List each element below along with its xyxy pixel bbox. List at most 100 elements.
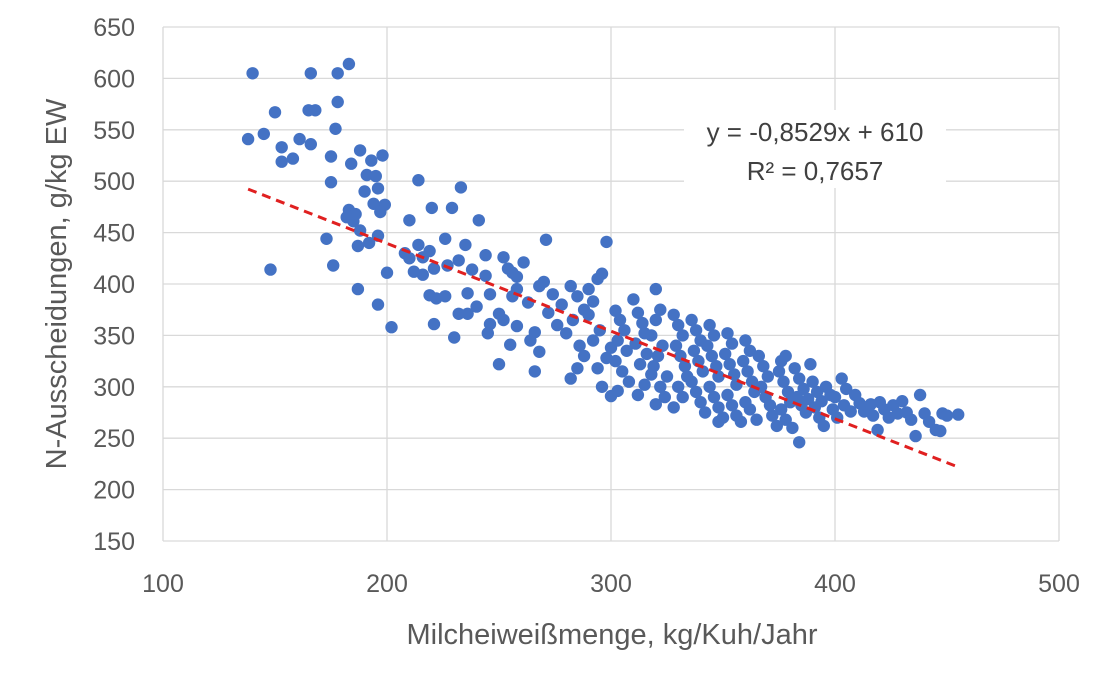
data-point: [669, 339, 683, 352]
data-point: [745, 375, 759, 388]
data-point: [788, 362, 801, 375]
data-point: [367, 197, 380, 210]
y-tick-label: 250: [93, 425, 135, 453]
data-point: [425, 201, 438, 215]
data-point: [528, 365, 541, 378]
data-point: [430, 292, 443, 305]
data-point: [631, 306, 645, 319]
data-point: [427, 317, 441, 331]
x-tick-label: 400: [814, 570, 856, 598]
data-point: [909, 429, 922, 443]
data-point: [707, 390, 721, 404]
data-point: [365, 154, 378, 167]
data-point: [723, 358, 736, 371]
data-point: [595, 380, 609, 393]
data-point: [560, 327, 573, 340]
data-point: [324, 176, 338, 189]
data-point: [342, 57, 356, 71]
data-point: [654, 380, 667, 393]
data-point: [510, 270, 524, 283]
data-point: [705, 349, 718, 363]
data-point: [371, 298, 385, 311]
data-point: [497, 313, 510, 327]
data-point: [689, 385, 703, 399]
data-point: [696, 365, 709, 378]
data-point: [374, 205, 387, 219]
data-point: [678, 360, 692, 373]
data-point: [750, 413, 763, 426]
data-point: [546, 288, 559, 301]
data-point: [620, 344, 633, 357]
data-point: [712, 401, 725, 414]
data-point: [528, 326, 541, 339]
data-point: [952, 408, 965, 421]
data-point: [573, 339, 586, 352]
data-point: [672, 318, 685, 332]
data-point: [712, 415, 725, 428]
data-point: [571, 290, 584, 303]
data-point: [891, 407, 904, 420]
data-point: [582, 282, 595, 296]
data-point: [362, 236, 376, 250]
data-point: [737, 354, 750, 368]
y-tick-label: 550: [93, 117, 135, 145]
data-point: [763, 399, 777, 412]
data-point: [324, 150, 338, 163]
y-tick-label: 500: [93, 168, 135, 196]
data-point: [687, 344, 701, 357]
data-point: [676, 329, 689, 342]
data-point: [777, 375, 790, 388]
data-point: [710, 360, 723, 373]
data-point: [694, 396, 707, 409]
data-point: [633, 358, 647, 371]
data-point: [452, 254, 465, 267]
data-point: [371, 182, 385, 195]
data-point: [761, 370, 774, 383]
data-point: [719, 347, 732, 361]
data-point: [611, 334, 624, 347]
data-point: [647, 360, 660, 373]
data-point: [638, 378, 651, 391]
data-point: [479, 249, 492, 262]
data-point: [840, 382, 853, 396]
trendline: [247, 187, 961, 470]
data-point: [385, 321, 398, 334]
data-point: [667, 308, 680, 321]
data-point: [613, 313, 627, 327]
data-point: [685, 375, 698, 388]
data-point: [510, 282, 524, 296]
data-point: [427, 262, 441, 275]
data-point: [595, 267, 609, 280]
data-point: [616, 365, 629, 378]
data-point: [327, 259, 340, 272]
data-point: [571, 362, 584, 375]
y-tick-label: 600: [93, 65, 135, 93]
data-point: [707, 329, 721, 342]
data-point: [701, 339, 714, 352]
data-point: [459, 238, 472, 252]
data-point: [591, 362, 604, 375]
data-point: [779, 413, 792, 426]
data-point: [304, 67, 317, 80]
data-point: [452, 307, 465, 320]
data-point: [703, 380, 716, 393]
data-point: [631, 388, 645, 402]
data-point: [766, 409, 779, 422]
data-point: [586, 295, 600, 308]
data-point: [448, 331, 461, 344]
data-point: [555, 298, 568, 311]
data-point: [542, 306, 555, 319]
data-point: [779, 349, 792, 363]
data-point: [835, 372, 848, 385]
data-point: [497, 251, 510, 264]
data-point: [905, 413, 918, 426]
x-tick-label: 100: [142, 570, 184, 598]
data-point: [329, 122, 342, 135]
data-point: [739, 334, 752, 347]
y-tick-label: 650: [93, 14, 135, 42]
data-point: [293, 132, 306, 146]
data-point: [582, 308, 595, 321]
data-point: [564, 372, 577, 385]
data-point: [654, 303, 667, 316]
